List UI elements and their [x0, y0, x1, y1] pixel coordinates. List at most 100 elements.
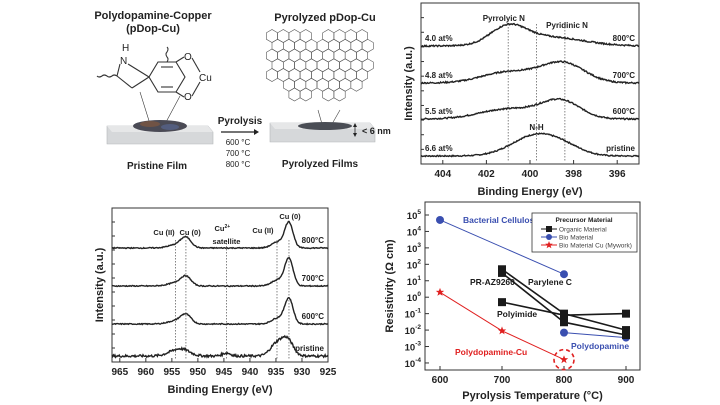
y-tick-label: 10-1: [405, 308, 422, 321]
y-tick-base: 10: [407, 244, 418, 255]
x-tick-label: 404: [434, 169, 451, 180]
graphene-hexagon: [299, 87, 312, 102]
graphene-hexagon: [266, 68, 278, 82]
pyrolysis-label: Pyrolysis: [218, 116, 263, 127]
polymer-chain: [165, 46, 169, 63]
graphene-hexagon: [327, 58, 340, 73]
pointer-line: [331, 109, 341, 125]
data-point-circle: [560, 270, 568, 279]
x-tick-label: 945: [216, 367, 233, 378]
atom-label-o: O: [184, 92, 192, 103]
arrow-head-icon: [254, 129, 259, 135]
graphene-hexagon: [271, 58, 284, 73]
trace-temperature-label: 600°C: [302, 312, 325, 321]
x-tick-label: 900: [618, 375, 635, 386]
pyrolyzed-films-caption: Pyrolyzed Films: [282, 159, 359, 170]
graphene-hexagon: [350, 77, 363, 92]
y-tick-exponent: -4: [415, 357, 421, 364]
y-tick-exponent: -1: [415, 308, 421, 315]
resistivity-chart: 600 700 800 90010510410310210110010-110-210…: [384, 201, 641, 402]
cu-text: Cu: [214, 224, 224, 233]
y-tick-base: 10: [405, 326, 416, 337]
temperature-600: 600 °C: [226, 138, 251, 147]
x-tick-label: 965: [111, 367, 128, 378]
data-point-square: [622, 331, 630, 340]
n-h-label: N-H: [529, 123, 543, 132]
y-tick-exponent: -2: [415, 324, 421, 331]
spectrum-trace: [111, 256, 329, 288]
legend-square-icon: [546, 226, 552, 232]
atom-label-o: O: [184, 52, 192, 63]
y-tick-label: 103: [407, 242, 422, 255]
nitrogen-content-label: 4.0 at%: [425, 34, 453, 43]
cu-ii-label: Cu (II): [153, 228, 175, 237]
legend-entry-label: Organic Material: [559, 227, 607, 234]
graphene-hexagon: [294, 58, 307, 73]
nitrogen-content-label: 5.5 at%: [425, 107, 453, 116]
spectrum-trace: [111, 334, 329, 359]
x-tick-label: 396: [609, 169, 626, 180]
spectrum-trace: [111, 296, 329, 326]
polyimide-label: Polyimide: [497, 309, 537, 319]
pristine-film-substrate: [106, 120, 214, 145]
superscript-2plus: 2+: [224, 224, 230, 230]
x-tick-label: 940: [242, 367, 259, 378]
thickness-label: < 6 nm: [362, 126, 391, 136]
data-point-square: [560, 318, 568, 327]
x-axis-label: Binding Energy (eV): [167, 384, 272, 396]
y-axis-label: Intensity (a.u.): [403, 46, 415, 121]
y-tick-exponent: -3: [415, 341, 421, 348]
y-tick-base: 10: [405, 359, 416, 370]
bond: [127, 63, 150, 78]
x-tick-label: 955: [164, 367, 181, 378]
pyrolyzed-film-substrate: [269, 122, 376, 143]
x-tick-label: 950: [190, 367, 207, 378]
pyridinic-n-label: Pyridinic N: [546, 21, 588, 30]
schematic-panel: Polydopamine-Copper (pDop-Cu) Pyrolyzed …: [94, 10, 390, 172]
graphene-hexagon: [350, 58, 363, 73]
atom-label-h: H: [122, 43, 129, 54]
bacterial-cellulose-label: Bacterial Cellulose: [463, 215, 539, 225]
x-tick-label: 960: [137, 367, 154, 378]
data-point-square: [498, 298, 506, 307]
cu-0-label: Cu (0): [279, 212, 301, 221]
x-tick-label: 925: [320, 367, 337, 378]
nitrogen-content-label: 4.8 at%: [425, 71, 453, 80]
graphene-hexagon: [339, 77, 352, 92]
pristine-film-caption: Pristine Film: [127, 161, 187, 172]
graphene-hexagon: [361, 38, 374, 53]
graphene-hexagon: [271, 38, 284, 53]
graphene-hexagon: [333, 87, 346, 102]
y-tick-exponent: 4: [417, 225, 421, 232]
spectrum-trace: [420, 60, 640, 85]
polymer-film: [133, 120, 187, 132]
plot-frame: [424, 201, 641, 371]
graphene-hexagon: [339, 58, 352, 73]
y-tick-label: 100: [407, 291, 422, 304]
legend-title: Precursor Material: [555, 217, 612, 224]
y-tick-exponent: 1: [417, 275, 421, 282]
series-line: [439, 219, 565, 275]
data-point-square: [560, 311, 568, 320]
x-tick-label: 700: [494, 375, 511, 386]
y-tick-base: 10: [405, 310, 416, 321]
y-tick-base: 10: [407, 227, 418, 238]
graphene-hexagon: [282, 38, 295, 53]
pyrrolic-n-label: Pyrrolyic N: [483, 14, 525, 23]
legend-circle-icon: [546, 234, 552, 240]
y-axis-label: Resistivity (Ω cm): [384, 239, 396, 333]
y-tick-base: 10: [407, 211, 418, 222]
graphene-hexagon: [288, 87, 301, 102]
legend-star-icon: [545, 241, 553, 249]
cu-0-label: Cu (0): [179, 228, 201, 237]
atom-label-cu: Cu: [199, 73, 212, 84]
atom-label-n: N: [120, 56, 127, 67]
graphene-hexagon: [282, 58, 295, 73]
y-tick-exponent: 5: [417, 209, 421, 216]
thickness-arrow-icon: [353, 123, 357, 137]
x-tick-label: 800: [556, 375, 573, 386]
graphene-hexagon: [316, 38, 329, 53]
trace-temperature-label: pristine: [295, 344, 324, 353]
